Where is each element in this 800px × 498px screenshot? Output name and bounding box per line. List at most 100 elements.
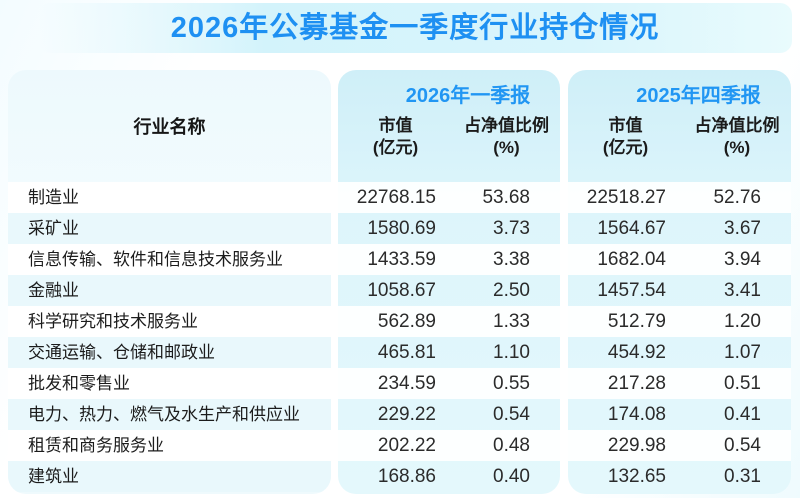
panel-2025q4-header: 2025年四季报 市值 (亿元) 占净值比例 (%) [568,70,791,182]
market-value-cell: 168.86 [377,466,436,487]
ratio-cell: 3.38 [493,249,530,270]
period-label-2025q4: 2025年四季报 [636,85,761,107]
subheader-2025q4: 市值 (亿元) 占净值比例 (%) [568,115,791,159]
table-row: 174.08 0.41 [568,399,791,430]
market-value-cell: 1433.59 [367,249,436,270]
ratio-cell: 53.68 [482,187,530,208]
ratio-cell: 0.54 [493,404,530,425]
industry-rows: 制造业采矿业信息传输、软件和信息技术服务业 金融业科学研究和技术服务业 交通运输、仓… [8,182,331,492]
industry-panel: 行业名称 制造业采矿业信息传输、软件和信息技术服务业 金融业科学研究和技术服务业交… [8,70,331,494]
ratio-cell: 1.20 [724,311,761,332]
industry-name: 租赁和商务服务业 [28,436,164,455]
industry-name: 信息传输、软件和信息技术服务业 [28,250,283,269]
rows-2026q1: 22768.15 53.68 1580.69 3.73 1433.59 3.38 1058.… [338,182,560,492]
market-value-cell: 229.98 [607,435,666,456]
market-value-cell: 512.79 [607,311,666,332]
market-value-cell: 174.08 [607,404,666,425]
table-row: 168.86 0.40 [338,461,560,492]
ratio-cell: 0.41 [724,404,761,425]
market-value-cell: 1564.67 [597,218,666,239]
table-row: 229.22 0.54 [338,399,560,430]
ratio-cell: 1.07 [724,342,761,363]
market-value-cell: 22518.27 [586,187,666,208]
table-row: 454.92 1.07 [568,337,791,368]
industry-name: 建筑业 [28,467,79,486]
table-row: 512.79 1.20 [568,306,791,337]
table-row: 科学研究和技术服务业 [8,306,331,337]
panel-2026q1-header: 2026年一季报 市值 (亿元) 占净值比例 (%) [338,70,560,182]
ratio-cell: 0.40 [493,466,530,487]
industry-name: 科学研究和技术服务业 [28,312,198,331]
table-row: 229.98 0.54 [568,430,791,461]
market-value-cell: 1682.04 [597,249,666,270]
market-value-column-header: 市值 (亿元) [372,116,419,157]
table-row: 1058.67 2.50 [338,275,560,306]
market-value-cell: 1457.54 [597,280,666,301]
table-row: 1433.59 3.38 [338,244,560,275]
market-value-cell: 454.92 [607,342,666,363]
ratio-cell: 52.76 [713,187,761,208]
table-row: 制造业 [8,182,331,213]
table-row: 1564.67 3.67 [568,213,791,244]
table-row: 信息传输、软件和信息技术服务业 [8,244,331,275]
table-row: 234.59 0.55 [338,368,560,399]
market-value-cell: 562.89 [377,311,436,332]
market-value-cell: 1580.69 [367,218,436,239]
table-row: 1580.69 3.73 [338,213,560,244]
table-row: 电力、热力、燃气及水生产和供应业 [8,399,331,430]
table-row: 217.28 0.51 [568,368,791,399]
table-row: 交通运输、仓储和邮政业 [8,337,331,368]
industry-name: 制造业 [28,188,79,207]
table-row: 1682.04 3.94 [568,244,791,275]
market-value-cell: 217.28 [607,373,666,394]
ratio-column-header: 占净值比例 (%) [694,116,780,157]
market-value-cell: 465.81 [377,342,436,363]
industry-column-header: 行业名称 [133,117,206,137]
ratio-cell: 3.41 [724,280,761,301]
ratio-cell: 2.50 [493,280,530,301]
table-row: 22768.15 53.68 [338,182,560,213]
market-value-cell: 132.65 [607,466,666,487]
table-row: 采矿业 [8,213,331,244]
industry-name: 采矿业 [28,219,79,238]
table-row: 22518.27 52.76 [568,182,791,213]
page-title: 2026年公募基金一季度行业持仓情况 [170,12,660,44]
table-row: 1457.54 3.41 [568,275,791,306]
industry-name: 电力、热力、燃气及水生产和供应业 [28,405,300,424]
ratio-cell: 0.55 [493,373,530,394]
table-row: 建筑业 [8,461,331,492]
ratio-cell: 1.10 [493,342,530,363]
subheader-2026q1: 市值 (亿元) 占净值比例 (%) [338,115,560,159]
ratio-cell: 3.67 [724,218,761,239]
table-row: 批发和零售业 [8,368,331,399]
ratio-cell: 0.31 [724,466,761,487]
ratio-cell: 0.54 [724,435,761,456]
table-row: 132.65 0.31 [568,461,791,492]
ratio-cell: 1.33 [493,311,530,332]
table-row: 562.89 1.33 [338,306,560,337]
rows-2025q4: 22518.27 52.76 1564.67 3.67 1682.04 3.94 1457.… [568,182,791,492]
industry-name: 批发和零售业 [28,374,130,393]
market-value-cell: 234.59 [377,373,436,394]
market-value-cell: 22768.15 [356,187,436,208]
panel-2026q1: 2026年一季报 市值 (亿元) 占净值比例 (%) 22768.15 53.68… [338,70,560,494]
industry-name: 交通运输、仓储和邮政业 [28,343,215,362]
panel-2025q4: 2025年四季报 市值 (亿元) 占净值比例 (%) 22518.27 52.76… [568,70,791,494]
market-value-cell: 1058.67 [367,280,436,301]
ratio-cell: 3.94 [724,249,761,270]
ratio-column-header: 占净值比例 (%) [464,116,549,157]
market-value-column-header: 市值 (亿元) [602,116,649,157]
title-banner: 2026年公募基金一季度行业持仓情况 [38,3,792,53]
table-row: 465.81 1.10 [338,337,560,368]
table-row: 金融业 [8,275,331,306]
table-row: 202.22 0.48 [338,430,560,461]
market-value-cell: 229.22 [377,404,436,425]
industry-name: 金融业 [28,281,79,300]
period-label-2026q1: 2026年一季报 [405,85,531,107]
industry-panel-header: 行业名称 [8,70,331,182]
market-value-cell: 202.22 [377,435,436,456]
ratio-cell: 3.73 [493,218,530,239]
ratio-cell: 0.51 [724,373,761,394]
table-row: 租赁和商务服务业 [8,430,331,461]
